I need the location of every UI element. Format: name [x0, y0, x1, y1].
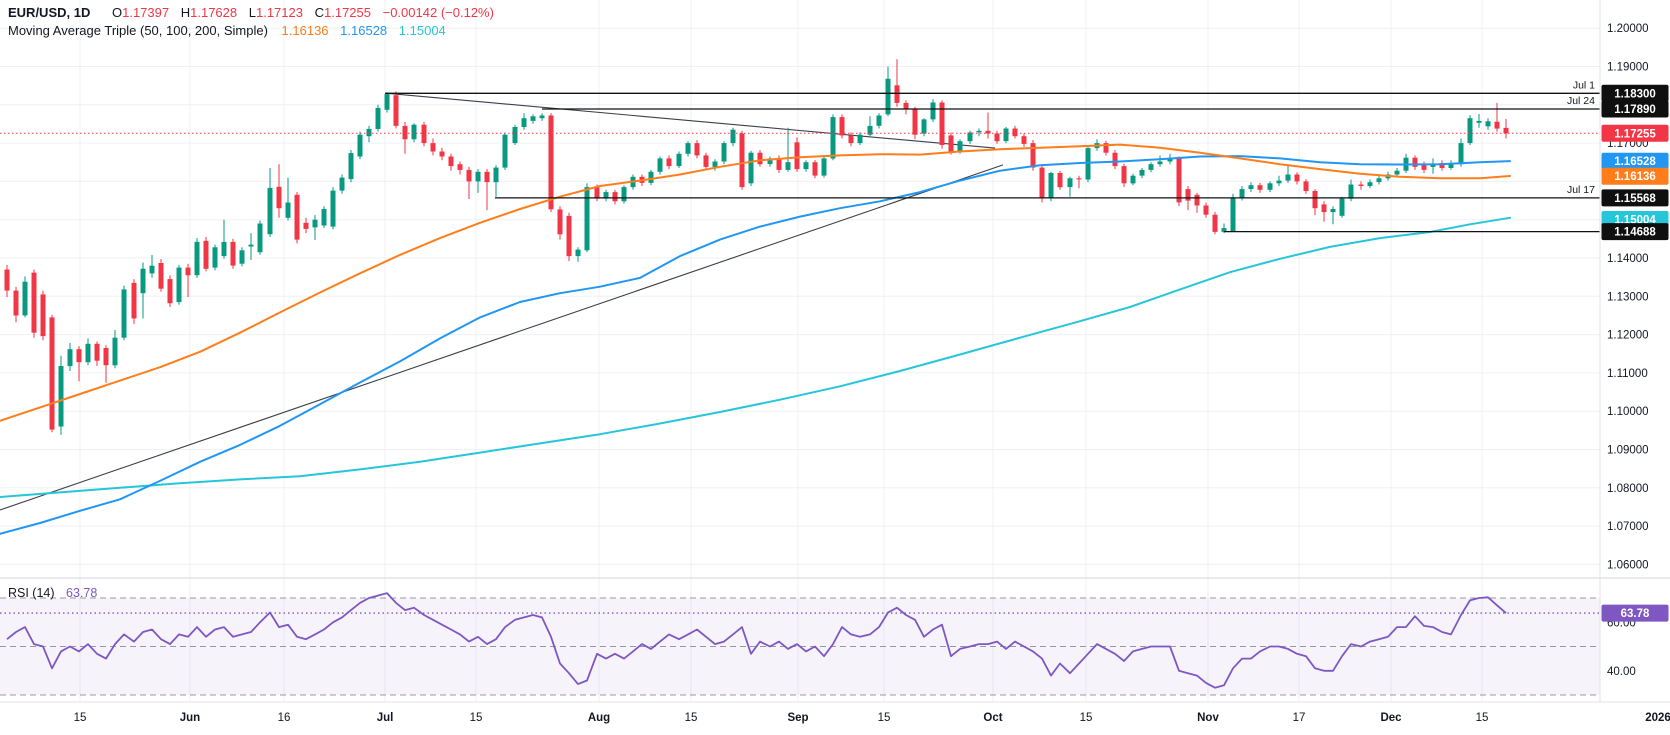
ray-date-label: Jul 24	[1567, 95, 1595, 107]
time-tick-label: Aug	[588, 712, 610, 724]
price-badge: 1.16136	[1601, 167, 1669, 185]
low-value: 1.17123	[255, 5, 303, 20]
close-label: C	[314, 5, 324, 20]
ma200-value: 1.15004	[398, 23, 446, 38]
price-tick-label: 1.19000	[1607, 62, 1649, 74]
time-tick-label: Sep	[787, 712, 808, 724]
price-tick-label: 1.08000	[1607, 483, 1649, 495]
high-value: 1.17628	[190, 5, 238, 20]
open-value: 1.17397	[122, 5, 170, 20]
svg-text:1.16528: 1.16528	[1614, 156, 1656, 168]
price-badge: 1.14688	[1601, 223, 1669, 241]
ma-50-line[interactable]	[0, 143, 1511, 422]
price-tick-label: 1.10000	[1607, 406, 1649, 418]
ma-100-line[interactable]	[0, 155, 1511, 535]
time-tick-label: 15	[685, 712, 698, 724]
price-tick-label: 1.09000	[1607, 445, 1649, 457]
trendline	[0, 164, 1004, 511]
high-label: H	[180, 5, 191, 20]
change-value: −0.00142 (−0.12%)	[382, 5, 494, 20]
rsi-badge: 63.78	[1601, 604, 1669, 622]
grid	[0, 0, 1600, 702]
time-axis[interactable]: 15 Jun 16 Jul 15 Aug 15 Sep 15 Oct 15 Nov 17 Dec 15 202…	[74, 712, 1670, 724]
low-label: L	[248, 5, 256, 20]
svg-text:1.16136: 1.16136	[1614, 171, 1656, 183]
time-tick-label: 16	[278, 712, 291, 724]
time-tick-label: 2026	[1645, 712, 1670, 724]
price-badge: 1.16528	[1601, 152, 1669, 170]
price-badge: 1.18300	[1601, 84, 1669, 102]
svg-text:1.15568: 1.15568	[1614, 193, 1656, 205]
time-tick-label: 15	[470, 712, 483, 724]
symbol-title: EUR/USD, 1D	[8, 5, 91, 20]
svg-text:1.18300: 1.18300	[1614, 88, 1656, 100]
price-axis[interactable]: 1.200001.190001.170001.140001.130001.120…	[1607, 23, 1649, 571]
price-tick-label: 1.06000	[1607, 559, 1649, 571]
ma-indicator-legend[interactable]: Moving Average Triple (50, 100, 200, Sim…	[8, 23, 446, 38]
time-tick-label: 15	[878, 712, 891, 724]
rsi-value: 63.78	[66, 586, 98, 600]
price-tick-label: 1.12000	[1607, 330, 1649, 342]
price-tick-label: 1.11000	[1607, 368, 1648, 380]
price-badge: 1.17890	[1601, 100, 1669, 118]
symbol-legend[interactable]: EUR/USD, 1D O1.17397 H1.17628 L1.17123 C…	[8, 5, 494, 20]
time-tick-label: Jun	[180, 712, 200, 724]
time-tick-label: 15	[1476, 712, 1489, 724]
rsi-tick-label: 40.00	[1607, 666, 1636, 678]
close-value: 1.17255	[324, 5, 371, 20]
ma50-value: 1.16136	[281, 23, 329, 38]
ma100-value: 1.16528	[340, 23, 388, 38]
open-label: O	[111, 5, 123, 20]
svg-text:1.17255: 1.17255	[1614, 128, 1656, 140]
price-badge: 1.17255	[1601, 124, 1669, 142]
svg-text:1.14688: 1.14688	[1614, 227, 1656, 239]
rsi-line[interactable]	[6, 592, 1507, 689]
price-tick-label: 1.14000	[1607, 253, 1649, 265]
price-badge: 1.15568	[1601, 189, 1669, 207]
horizontal-lines[interactable]: Jul 1 Jul 24 Jul 17	[385, 79, 1600, 233]
ma-200-line[interactable]	[0, 216, 1511, 498]
candles	[4, 59, 1509, 435]
price-tick-label: 1.07000	[1607, 521, 1649, 533]
ma-indicator-title: Moving Average Triple (50, 100, 200, Sim…	[8, 23, 268, 38]
price-tick-label: 1.13000	[1607, 291, 1649, 303]
time-tick-label: Nov	[1197, 712, 1219, 724]
price-tick-label: 1.20000	[1607, 23, 1649, 35]
rsi-indicator-legend[interactable]: RSI (14) 63.78	[8, 586, 97, 600]
trendlines[interactable]	[0, 92, 1004, 511]
svg-text:63.78: 63.78	[1621, 608, 1650, 620]
trendline	[386, 92, 996, 149]
time-tick-label: 15	[74, 712, 87, 724]
time-tick-label: Jul	[377, 712, 394, 724]
time-tick-label: Dec	[1380, 712, 1402, 724]
rsi-indicator-title: RSI (14)	[8, 586, 55, 600]
svg-text:1.17890: 1.17890	[1614, 104, 1656, 116]
time-tick-label: 15	[1080, 712, 1093, 724]
ray-date-label: Jul 1	[1573, 79, 1595, 91]
ray-date-label: Jul 17	[1567, 184, 1595, 196]
time-tick-label: Oct	[983, 712, 1002, 724]
time-tick-label: 17	[1293, 712, 1306, 724]
